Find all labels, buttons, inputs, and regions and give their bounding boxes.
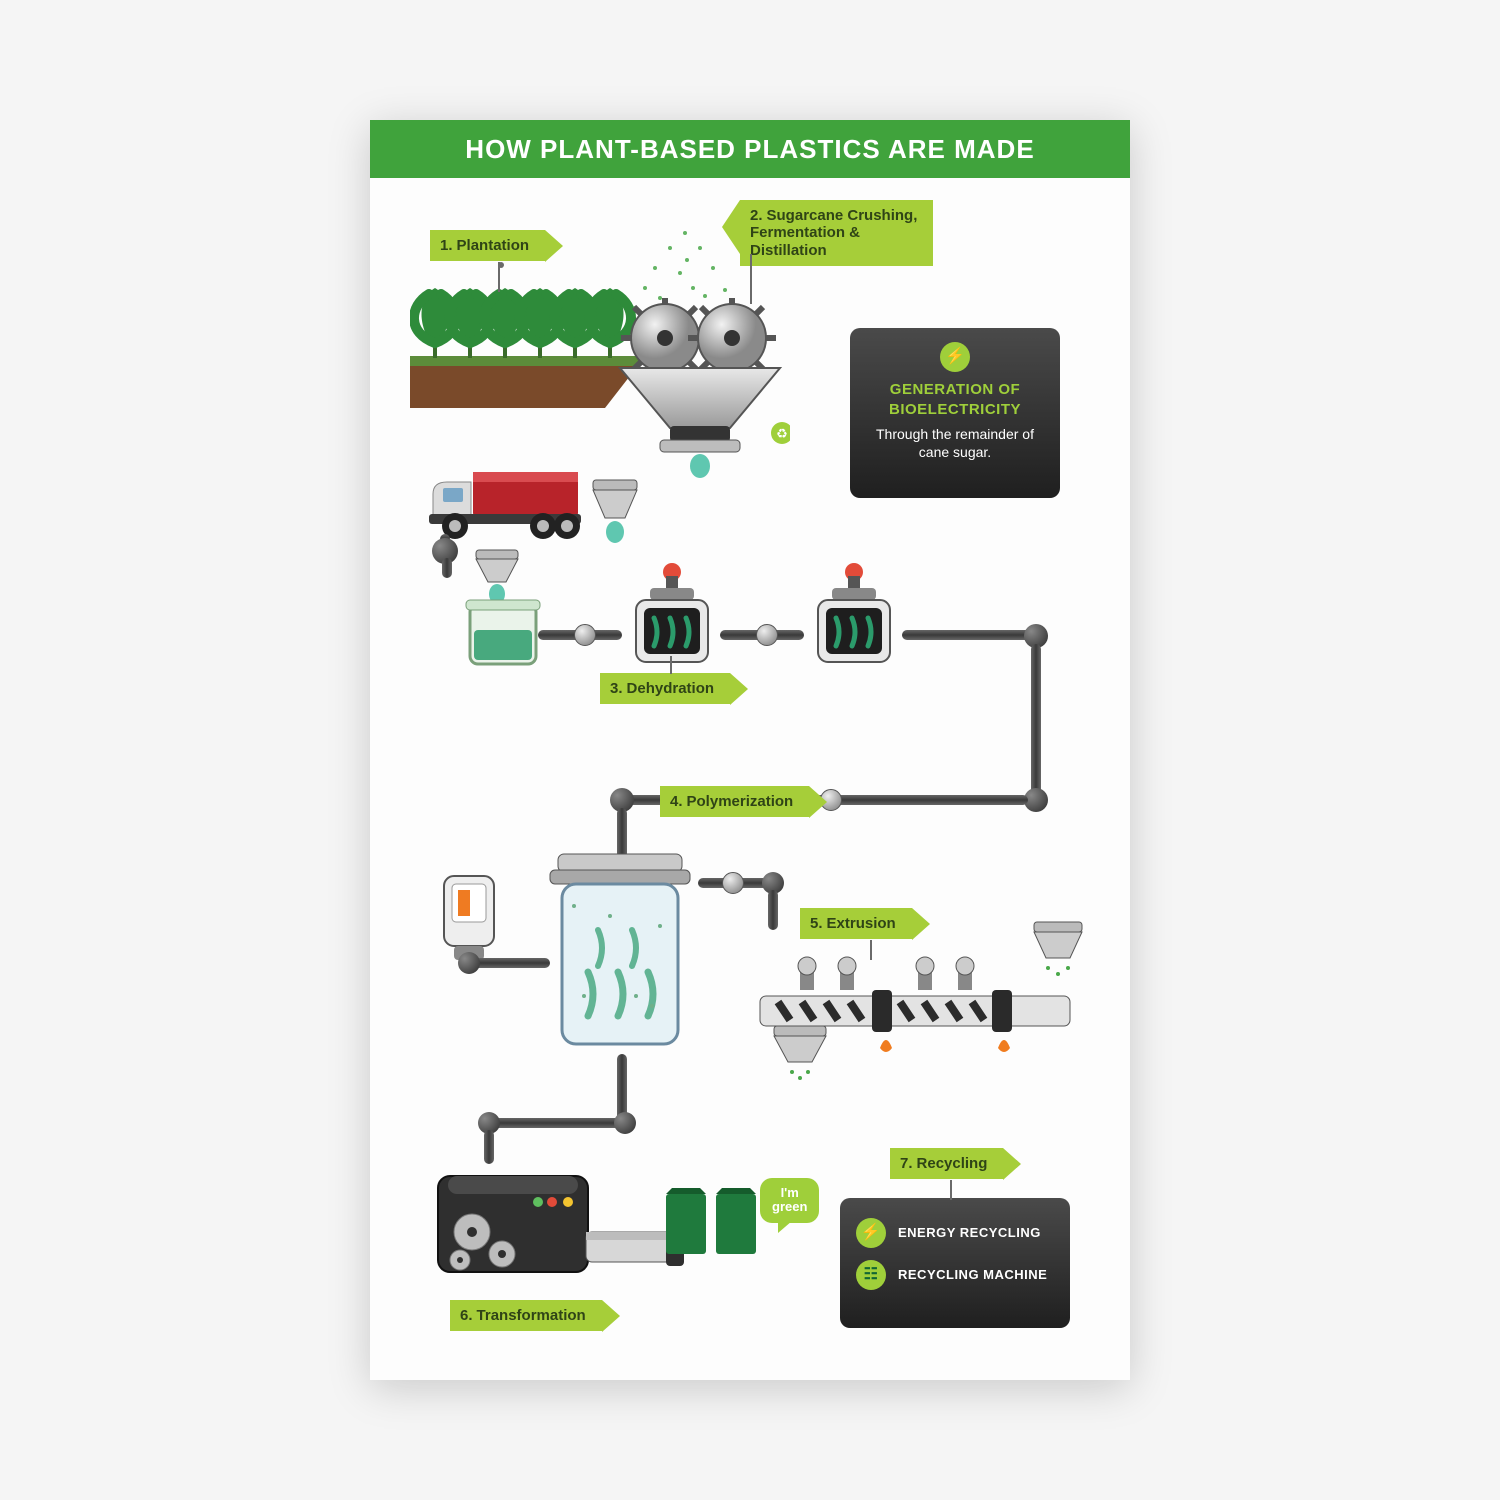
- step-label-4: 4.Polymerization: [660, 786, 809, 817]
- step-text: Recycling: [917, 1155, 988, 1172]
- crusher-machine: ♻: [610, 298, 790, 478]
- step-label-5: 5.Extrusion: [800, 908, 912, 939]
- bubble-text: I'm green: [772, 1185, 807, 1214]
- pointer-line: [950, 1180, 952, 1200]
- im-green-bubble: I'm green: [760, 1178, 819, 1223]
- pipe-segment: [442, 558, 452, 578]
- truck-icon: [425, 464, 585, 544]
- bolt-icon: ⚡: [856, 1218, 886, 1248]
- step-number: 6.: [460, 1307, 473, 1324]
- pipe-elbow: [614, 1112, 636, 1134]
- recycling-row-1: RECYCLING MACHINE: [898, 1267, 1047, 1284]
- step-number: 4.: [670, 793, 683, 810]
- pipe-elbow: [458, 952, 480, 974]
- machine-icon: ☷: [856, 1260, 886, 1290]
- dehydration-tank-1: [622, 562, 722, 672]
- transformation-machine: [430, 1162, 690, 1302]
- step-label-6: 6.Transformation: [450, 1300, 602, 1331]
- step-text: Transformation: [477, 1307, 586, 1324]
- pointer-line: [870, 940, 872, 960]
- product-bags: [660, 1188, 770, 1274]
- step-number: 5.: [810, 915, 823, 932]
- pipe-segment: [1031, 644, 1041, 794]
- title-text: HOW PLANT-BASED PLASTICS ARE MADE: [465, 134, 1034, 165]
- step-number: 2.: [750, 207, 763, 224]
- mini-hopper-1: [585, 478, 645, 548]
- svg-text:♻: ♻: [776, 426, 788, 441]
- bio-body: Through the remainder of cane sugar.: [866, 425, 1044, 461]
- recycling-row-0: ENERGY RECYCLING: [898, 1225, 1041, 1242]
- pipe-segment: [490, 1118, 624, 1128]
- pointer-line: [750, 254, 752, 304]
- bolt-icon: ⚡: [940, 342, 970, 372]
- beaker: [464, 598, 542, 672]
- step-label-7: 7.Recycling: [890, 1148, 1003, 1179]
- pipe-segment: [902, 630, 1032, 640]
- step-number: 7.: [900, 1155, 913, 1172]
- step-label-1: 1.Plantation: [430, 230, 545, 261]
- diagram-canvas: ♻: [370, 178, 1130, 1380]
- pipe-segment: [484, 1130, 494, 1164]
- recycling-callout: ⚡ ENERGY RECYCLING ☷ RECYCLING MACHINE: [840, 1198, 1070, 1328]
- title-bar: HOW PLANT-BASED PLASTICS ARE MADE: [370, 120, 1130, 178]
- step-text: Sugarcane Crushing,Fermentation &Distill…: [750, 207, 917, 259]
- bioelectricity-callout: ⚡ GENERATION OF BIOELECTRICITY Through t…: [850, 328, 1060, 498]
- step-label-3: 3.Dehydration: [600, 673, 730, 704]
- plantation-illustration: [410, 268, 640, 418]
- dehydration-tank-2: [804, 562, 904, 672]
- step-number: 3.: [610, 680, 623, 697]
- infographic-card: HOW PLANT-BASED PLASTICS ARE MADE: [370, 120, 1130, 1380]
- step-text: Polymerization: [687, 793, 794, 810]
- polymerization-vessel: [540, 846, 700, 1056]
- extrusion-line: [730, 918, 1090, 1088]
- step-label-2: 2.Sugarcane Crushing,Fermentation &Disti…: [740, 200, 933, 266]
- step-text: Dehydration: [627, 680, 715, 697]
- pointer-line: [670, 656, 672, 674]
- step-number: 1.: [440, 237, 453, 254]
- bio-headline: GENERATION OF BIOELECTRICITY: [866, 380, 1044, 419]
- step-text: Extrusion: [827, 915, 896, 932]
- pointer-line: [498, 262, 500, 292]
- pipe-valve-icon: [722, 872, 744, 894]
- pipe-segment: [470, 958, 550, 968]
- step-text: Plantation: [457, 237, 530, 254]
- pipe-valve-icon: [574, 624, 596, 646]
- pipe-valve-icon: [756, 624, 778, 646]
